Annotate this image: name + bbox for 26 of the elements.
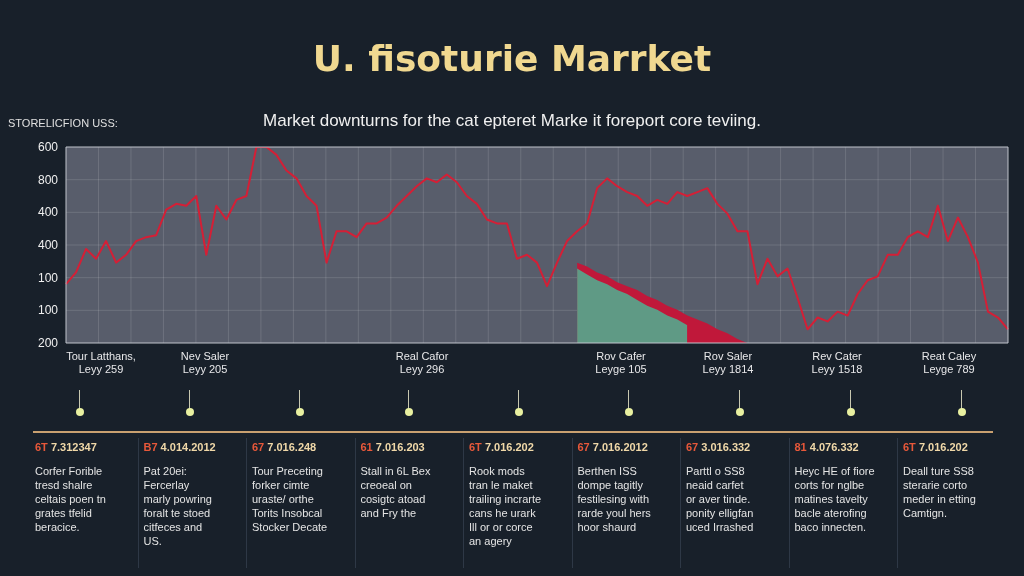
text: Rov Saler Leyy 1814 — [702, 350, 754, 376]
text: 6T 7.016.202 Rook mods tran le maket trailing incrarte cans he urark Ill or or corce an agery — [469, 440, 543, 548]
text: 400 — [36, 205, 58, 220]
text: 600 — [36, 140, 58, 154]
text: Rov Cafer Leyge 105 — [595, 350, 647, 376]
text: Reat Caley Leyge 789 — [921, 350, 977, 376]
text: 61 7.016.203 Stall in 6L Bex creoeal on cosigtc atoad and Fry the — [360, 440, 432, 520]
text: 81 4.076.332 Heyc HE of fiore corts for nglbe matines tavelty bacle aterofing baco innecten. — [794, 440, 876, 534]
text: 100 — [36, 303, 58, 318]
y-axis-title: STORELICFION USS: — [8, 117, 118, 129]
text: 6T 7.312347 Corfer Forible tresd shalre celtais poen tn grates tfelid beracice. — [35, 440, 107, 534]
text: B7 4.014.2012 Pat 20ei: Fercerlay marly powring foralt te stoed citfeces and US. — [143, 440, 217, 548]
text: 800 — [36, 172, 58, 187]
text: Tour Latthans, Leyy 259 — [66, 350, 136, 376]
text: 67 3.016.332 Parttl o SS8 neaid carfet or aver tinde. ponity elligfan uced Irrashed — [686, 440, 755, 534]
text: 400 — [36, 238, 58, 252]
text: 67 7.016.248 Tour Preceting forker cimte uraste/ orthe Torits Insobcal Stocker Decate — [252, 440, 329, 534]
chart-subtitle: Market downturns for the cat epteret Marke it foreport core teviing. — [263, 111, 761, 130]
text: Nev Saler Leyy 205 — [180, 350, 230, 376]
text: 100 — [36, 270, 58, 285]
text: 6T 7.016.202 Deall ture SS8 sterarie corto meder in etting Camtign. — [903, 440, 977, 520]
text: Real Cafor Leyy 296 — [395, 350, 449, 376]
chart-title: U. fisoturie Marrket — [311, 38, 713, 79]
text: 67 7.016.2012 Berthen ISS dompe tagitly festilesing with rarde youl hers hoor shaurd — [577, 440, 652, 534]
text: 200 — [36, 336, 58, 350]
text: Rev Cater Leyy 1518 — [811, 350, 863, 376]
